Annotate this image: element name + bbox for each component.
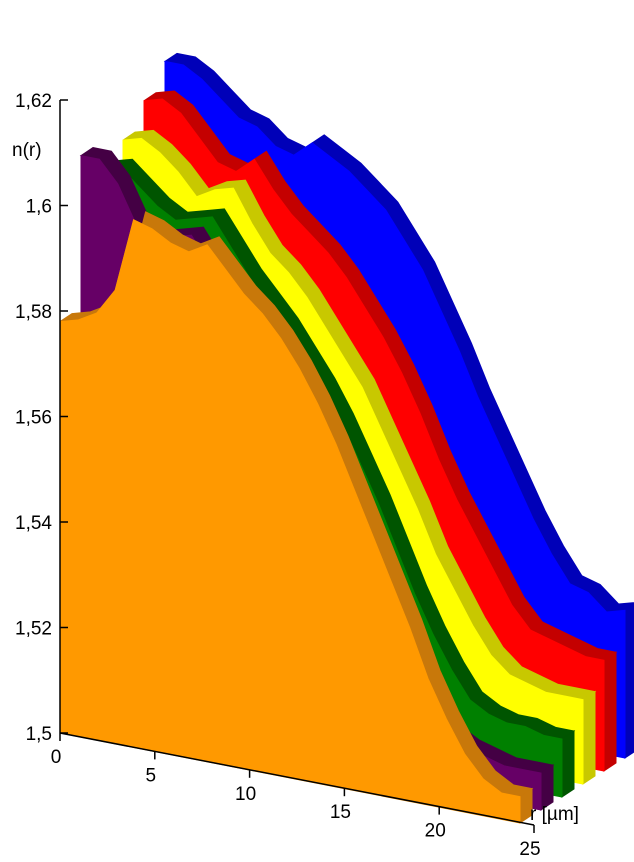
x-tick-label: 20 xyxy=(425,821,446,842)
axes: 1,5 1,52 1,54 1,56 1,58 1,6 1,62 0 5 10 15 20 25 n(… xyxy=(12,91,579,860)
y-tick-label: 1,58 xyxy=(15,302,52,323)
series-end-surface xyxy=(561,730,575,798)
y-tick-label: 1,56 xyxy=(15,408,52,429)
y-axis-label: n(r) xyxy=(12,140,42,161)
series-end-surface xyxy=(582,690,596,785)
x-tick-label: 10 xyxy=(235,784,256,805)
series-layers xyxy=(59,52,634,824)
x-tick-label: 5 xyxy=(146,765,157,786)
y-tick-label: 1,5 xyxy=(26,724,52,745)
series-end-surface xyxy=(624,603,634,759)
y-ticks: 1,5 1,52 1,54 1,56 1,58 1,6 1,62 xyxy=(15,91,68,745)
x-tick-label: 15 xyxy=(330,802,351,823)
x-tick-label: 25 xyxy=(519,839,540,860)
x-ticks: 0 5 10 15 20 25 xyxy=(51,733,541,860)
series-layer xyxy=(59,211,534,824)
x-axis-line xyxy=(59,732,535,826)
x-axis-label: r [µm] xyxy=(530,804,579,825)
series-end-surface xyxy=(603,651,617,772)
y-tick-label: 1,52 xyxy=(15,619,52,640)
x-tick-label: 0 xyxy=(51,747,62,768)
y-tick-label: 1,62 xyxy=(15,91,52,112)
y-tick-label: 1,54 xyxy=(15,513,52,534)
series-area xyxy=(59,219,521,824)
y-tick-label: 1,6 xyxy=(26,197,52,218)
